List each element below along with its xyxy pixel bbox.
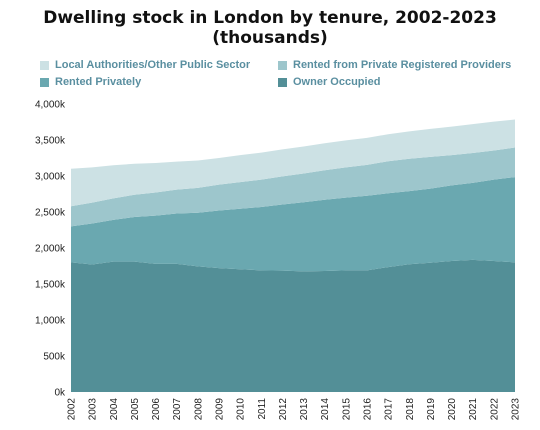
x-tick-label: 2003 — [88, 398, 99, 421]
x-tick-label: 2005 — [130, 398, 141, 421]
x-tick-label: 2004 — [109, 398, 120, 421]
legend-item-local-authorities: Local Authorities/Other Public Sector — [40, 59, 250, 71]
x-tick-label: 2022 — [489, 398, 500, 421]
x-tick-label: 2006 — [151, 398, 162, 421]
x-tick-label: 2010 — [236, 398, 247, 421]
chart-title: Dwelling stock in London by tenure, 2002… — [43, 8, 497, 48]
x-tick-label: 2011 — [257, 398, 268, 420]
x-tick-label: 2018 — [405, 398, 416, 421]
x-tick-label: 2016 — [363, 398, 374, 421]
legend-swatch — [278, 60, 287, 70]
legend-item-private-registered-providers: Rented from Private Registered Providers — [278, 59, 511, 71]
legend-label: Rented from Private Registered Providers — [293, 59, 512, 71]
legend-swatch — [40, 77, 49, 87]
y-tick-label: 2,000k — [35, 244, 66, 255]
legend-label: Local Authorities/Other Public Sector — [55, 59, 251, 71]
legend-label: Rented Privately — [55, 76, 142, 88]
legend-label: Owner Occupied — [293, 76, 381, 88]
x-tick-label: 2008 — [193, 398, 204, 421]
area-series-owner-occupied — [71, 259, 515, 392]
legend-item-rented-privately: Rented Privately — [40, 76, 141, 88]
x-tick-label: 2002 — [67, 398, 78, 421]
y-tick-label: 1,500k — [35, 280, 66, 291]
y-tick-label: 0k — [54, 388, 66, 399]
legend-swatch — [40, 60, 49, 70]
x-tick-label: 2019 — [426, 398, 437, 421]
area-series-local-authorities-other-public-sector — [71, 119, 515, 207]
x-tick-label: 2014 — [320, 398, 331, 421]
area-series-rented-from-private-registered-providers — [71, 147, 515, 227]
x-tick-label: 2009 — [215, 398, 226, 421]
x-tick-label: 2015 — [341, 398, 352, 421]
x-tick-label: 2012 — [278, 398, 289, 421]
x-tick-label: 2017 — [384, 398, 395, 421]
y-tick-label: 3,000k — [35, 172, 66, 183]
x-tick-label: 2007 — [172, 398, 183, 421]
y-tick-label: 3,500k — [35, 136, 66, 147]
y-tick-label: 500k — [43, 352, 66, 363]
x-tick-label: 2013 — [299, 398, 310, 421]
legend-swatch — [278, 77, 287, 87]
y-tick-label: 1,000k — [35, 316, 66, 327]
legend-item-owner-occupied: Owner Occupied — [278, 76, 380, 88]
x-tick-label: 2021 — [468, 398, 479, 421]
y-tick-label: 2,500k — [35, 208, 66, 219]
area-series-rented-privately — [71, 177, 515, 272]
y-tick-label: 4,000k — [35, 100, 66, 111]
x-tick-label: 2023 — [511, 398, 522, 421]
x-tick-label: 2020 — [447, 398, 458, 421]
